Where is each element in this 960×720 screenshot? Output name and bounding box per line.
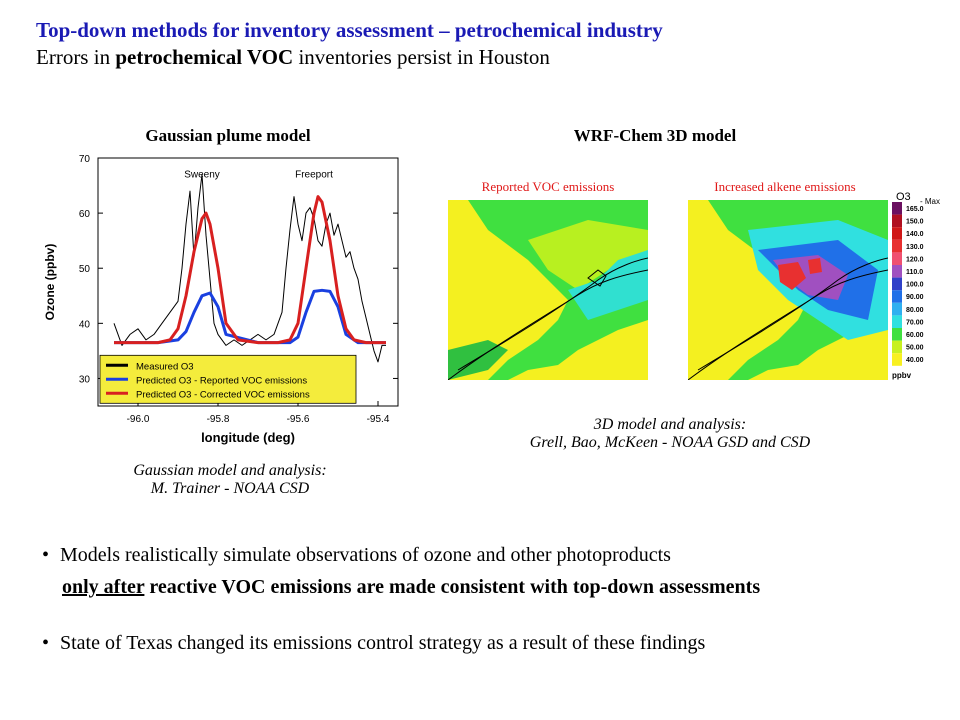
series-line-1 bbox=[113, 174, 386, 363]
series-line-3 bbox=[114, 195, 386, 345]
colorbar-swatch bbox=[892, 214, 902, 228]
legend-box bbox=[99, 354, 357, 404]
x-tick-label: -95.8 bbox=[207, 414, 230, 425]
colorbar-level: 60.00 bbox=[906, 332, 924, 339]
legend-label-2: Predicted O3 - Reported VOC emissions bbox=[136, 375, 307, 386]
colorbar-marker: - Max bbox=[920, 197, 940, 206]
colorbar-swatch bbox=[892, 340, 902, 354]
colorbar-swatch bbox=[892, 353, 902, 366]
colorbar-level: 130.0 bbox=[906, 244, 924, 251]
colorbar-swatch bbox=[892, 277, 902, 291]
wrf-map-increased-alkene bbox=[688, 200, 888, 380]
bullet-2-text: State of Texas changed its emissions con… bbox=[60, 632, 706, 654]
bullet-1-text: Models realistically simulate observatio… bbox=[60, 544, 671, 566]
colorbar-level: 90.00 bbox=[906, 294, 924, 301]
colorbar-level: 80.00 bbox=[906, 307, 924, 314]
wrf-caption-line1: 3D model and analysis: bbox=[593, 416, 747, 433]
colorbar-swatch bbox=[892, 265, 902, 278]
y-tick-label: 30 bbox=[79, 374, 91, 385]
wrf-caption: 3D model and analysis: Grell, Bao, McKee… bbox=[470, 416, 870, 452]
colorbar-level: 165.0 bbox=[906, 206, 924, 213]
colorbar-level: 100.0 bbox=[906, 282, 924, 289]
y-axis-label: Ozone (ppbv) bbox=[43, 244, 57, 321]
wrf-caption-line2: Grell, Bao, McKeen - NOAA GSD and CSD bbox=[529, 434, 811, 451]
y-tick-label: 60 bbox=[79, 209, 91, 220]
colorbar-swatch bbox=[892, 239, 902, 253]
colorbar-unit: ppbv bbox=[892, 371, 912, 380]
wrf-left-label: Reported VOC emissions bbox=[481, 179, 615, 194]
y-tick-label: 70 bbox=[79, 154, 91, 165]
plot-frame bbox=[97, 157, 399, 407]
colorbar-level: 70.00 bbox=[906, 319, 924, 326]
gaussian-plume-chart: 30 40 50 60 70 -96.0 -95.8 -95.6 -95.4 longitude … bbox=[43, 154, 399, 445]
colorbar-swatch bbox=[892, 328, 902, 341]
x-tick-label: -95.6 bbox=[287, 414, 310, 425]
gaussian-caption-line2: M. Trainer - NOAA CSD bbox=[150, 480, 310, 497]
legend-label-1: Measured O3 bbox=[136, 361, 194, 372]
wrf-heading: WRF-Chem 3D model bbox=[573, 126, 737, 145]
bullet-2: • State of Texas changed its emissions co… bbox=[42, 632, 706, 654]
bullet-1: • Models realistically simulate observati… bbox=[42, 544, 671, 566]
colorbar-level: 50.00 bbox=[906, 345, 924, 352]
colorbar-level: 150.0 bbox=[906, 219, 924, 226]
legend-label-3: Predicted O3 - Corrected VOC emissions bbox=[136, 389, 310, 400]
colorbar-level: 110.0 bbox=[906, 269, 923, 276]
colorbar-swatch bbox=[892, 227, 902, 240]
colorbar-level: 140.0 bbox=[906, 231, 924, 238]
colorbar-swatch bbox=[892, 302, 902, 316]
bullet-1-continuation: only after reactive VOC emissions are ma… bbox=[62, 576, 761, 598]
wrf-right-label: Increased alkene emissions bbox=[714, 179, 856, 194]
y-tick-label: 40 bbox=[79, 319, 91, 330]
gaussian-caption-line1: Gaussian model and analysis: bbox=[133, 462, 327, 479]
gaussian-caption: Gaussian model and analysis: M. Trainer … bbox=[70, 462, 390, 498]
annotation-sweeny: Sweeny bbox=[184, 169, 220, 180]
annotation-freeport: Freeport bbox=[295, 169, 333, 180]
y-tick-label: 50 bbox=[79, 264, 91, 275]
gaussian-heading: Gaussian plume model bbox=[145, 126, 311, 145]
wrf-map-reported bbox=[448, 200, 648, 380]
colorbar-swatch bbox=[892, 315, 902, 328]
colorbar-swatch bbox=[892, 252, 902, 265]
colorbar-title: O3 bbox=[896, 191, 911, 203]
colorbar-swatch bbox=[892, 202, 902, 215]
x-tick-label: -96.0 bbox=[127, 414, 150, 425]
colorbar-swatch bbox=[892, 290, 902, 303]
x-axis-label: longitude (deg) bbox=[201, 430, 295, 445]
colorbar-level: 120.0 bbox=[906, 256, 924, 263]
series-line-2 bbox=[114, 288, 386, 345]
colorbar-level: 40.00 bbox=[906, 357, 924, 364]
x-tick-label: -95.4 bbox=[367, 414, 390, 425]
slide-subtitle: Errors in petrochemical VOC inventories … bbox=[36, 45, 550, 69]
slide-title: Top-down methods for inventory assessmen… bbox=[36, 18, 663, 42]
